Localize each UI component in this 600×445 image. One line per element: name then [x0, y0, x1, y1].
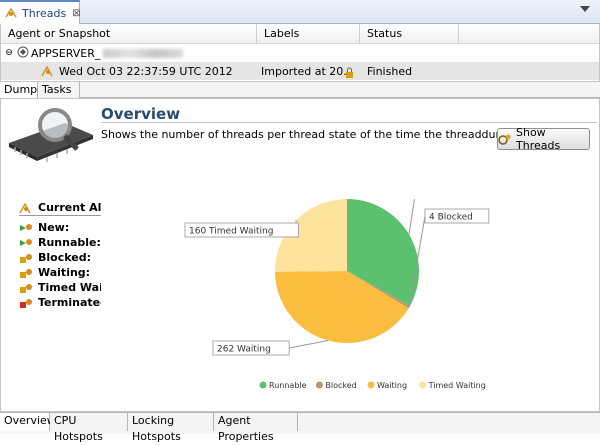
waiting-thread-icon [20, 268, 32, 278]
tab-cpu-hotspots[interactable]: CPU Hotspots [50, 413, 128, 443]
tab-dumps[interactable]: Dumps [0, 82, 43, 98]
state-timed-waiting: Timed Waiti [19, 280, 101, 295]
dumps-tasks-tabbar: Dumps Tasks [0, 82, 600, 98]
tab-tasks[interactable]: Tasks [38, 82, 80, 98]
snapshot-labels: Imported at 20... [261, 64, 354, 78]
runnable-thread-icon [20, 238, 32, 246]
tab-locking-hotspots[interactable]: Locking Hotspots [128, 413, 214, 443]
tab-overview[interactable]: Overview [0, 413, 56, 431]
agent-snapshot-table: Agent or Snapshot Labels Status ⊖ APPSER… [0, 24, 600, 82]
state-terminated: Terminated [19, 295, 101, 310]
pie-slice-timed-waiting [275, 199, 347, 272]
agent-row[interactable]: ⊖ APPSERVER_ [1, 44, 599, 62]
timed-waiting-thread-icon [20, 283, 32, 293]
pie-label-box-blocked [424, 208, 490, 224]
view-menu-chevron-icon[interactable] [580, 6, 590, 12]
show-threads-button[interactable]: Show Threads [497, 126, 590, 152]
state-waiting-label: Waiting: [38, 266, 91, 279]
thread-states-list: Current Aliv New: Runnable: Blocked: Wai… [19, 200, 101, 310]
legend-swatch-timed-waiting [419, 381, 427, 389]
pie-slice-blocked [347, 271, 411, 309]
state-new: New: [19, 220, 101, 235]
view-tab-bar: Threads ⊠ [0, 0, 600, 24]
pie-slice-waiting [275, 271, 409, 343]
legend-label-waiting: Waiting [377, 381, 407, 390]
state-terminated-label: Terminated [38, 296, 101, 309]
blocked-thread-icon [20, 253, 32, 263]
agent-icon [17, 46, 31, 61]
states-list-header-label: Current Aliv [38, 201, 101, 214]
legend-swatch-waiting [367, 381, 375, 389]
overview-panel: Overview Shows the number of threads per… [0, 98, 600, 412]
legend-swatch-blocked [315, 381, 323, 389]
pie-slice-runnable [347, 199, 419, 306]
overview-description: Shows the number of threads per thread s… [101, 128, 588, 141]
state-blocked-label: Blocked: [38, 251, 91, 264]
states-list-header: Current Aliv [19, 200, 101, 216]
close-view-icon[interactable]: ⊠ [72, 7, 81, 19]
editor-tabbar: Overview CPU Hotspots Locking Hotspots A… [0, 412, 600, 443]
snapshot-labels-cell: Imported at 20... [257, 65, 360, 78]
state-runnable: Runnable: [19, 235, 101, 250]
snapshot-cell: Wed Oct 03 22:37:59 UTC 2012 [1, 65, 257, 78]
memory-chip-magnifier-icon [9, 108, 93, 162]
show-threads-icon [498, 134, 511, 145]
snapshot-name: Wed Oct 03 22:37:59 UTC 2012 [59, 64, 233, 78]
pie-leader-blocked [408, 215, 426, 308]
threads-icon [5, 7, 17, 18]
lock-icon [346, 67, 353, 78]
pie-leader-waiting [289, 339, 329, 349]
terminated-thread-icon [20, 298, 32, 308]
column-filler [459, 24, 599, 43]
snapshot-row[interactable]: Wed Oct 03 22:37:59 UTC 2012 Imported at… [1, 62, 599, 80]
legend-label-blocked: Blocked [325, 381, 356, 390]
current-alive-icon [19, 201, 31, 213]
pie-label-waiting: 262 Waiting [217, 345, 271, 355]
new-thread-icon [20, 223, 32, 231]
pie-label-box-timed-waiting [184, 222, 299, 238]
legend-label-runnable: Runnable [269, 381, 307, 390]
tab-agent-properties[interactable]: Agent Properties [214, 413, 298, 443]
snapshot-icon [41, 65, 53, 77]
snapshot-status: Finished [367, 64, 413, 78]
redacted-agent-name [103, 48, 184, 58]
collapse-icon[interactable]: ⊖ [5, 48, 13, 58]
pie-label-blocked: 4 Blocked [429, 213, 473, 223]
state-waiting: Waiting: [19, 265, 101, 280]
threads-view-label: Threads [22, 6, 67, 20]
pie-label-box-waiting [212, 340, 290, 356]
state-blocked: Blocked: [19, 250, 101, 265]
pie-label-timed-waiting: 160 Timed Waiting [189, 227, 273, 237]
table-header: Agent or Snapshot Labels Status [1, 24, 599, 44]
column-status[interactable]: Status [360, 24, 459, 43]
overview-title: Overview [101, 105, 181, 123]
legend-label-timed-waiting: Timed Waiting [428, 381, 486, 390]
overview-divider [101, 122, 597, 123]
legend-swatch-runnable [259, 381, 267, 389]
column-labels[interactable]: Labels [257, 24, 360, 43]
state-new-label: New: [38, 221, 70, 234]
state-runnable-label: Runnable: [38, 236, 101, 249]
state-timed-waiting-label: Timed Waiti [38, 281, 101, 294]
pie-leader-runnable [408, 199, 415, 235]
show-threads-label: Show Threads [516, 126, 561, 152]
threads-view-tab[interactable]: Threads ⊠ [0, 0, 81, 24]
column-agent-or-snapshot[interactable]: Agent or Snapshot [1, 24, 257, 43]
agent-name: APPSERVER_ [31, 46, 101, 60]
